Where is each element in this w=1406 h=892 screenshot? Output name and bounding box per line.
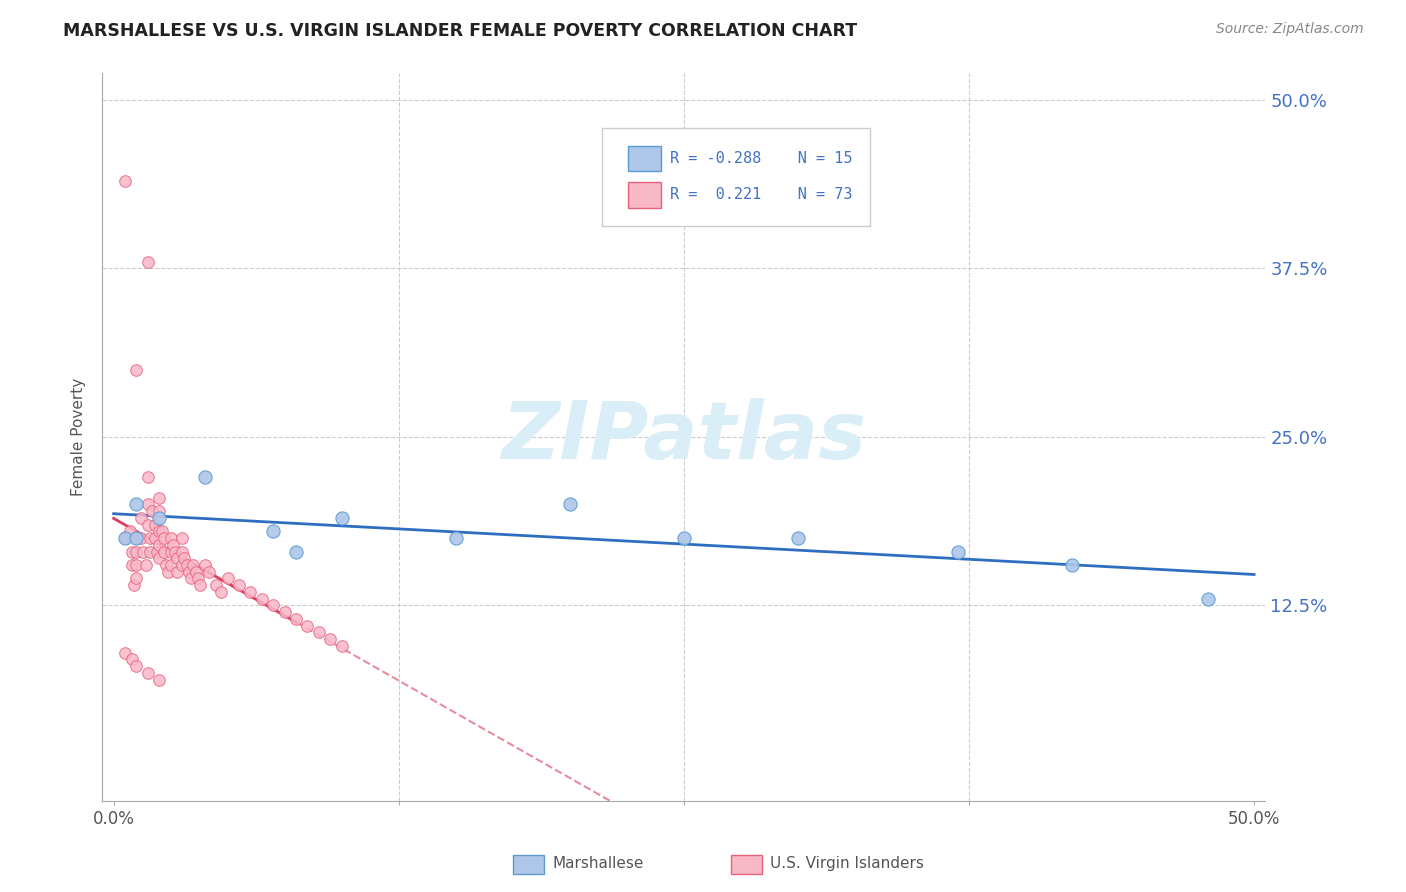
Point: [148, 538, 170, 552]
Point: [148, 511, 170, 525]
FancyBboxPatch shape: [602, 128, 870, 226]
Point: [152, 544, 174, 558]
Point: [148, 504, 170, 518]
Point: [114, 531, 136, 545]
Point: [170, 544, 193, 558]
Point: [136, 665, 159, 680]
Point: [1198, 591, 1220, 606]
Point: [152, 531, 174, 545]
Point: [285, 612, 308, 626]
Point: [285, 544, 308, 558]
Point: [262, 524, 284, 539]
Point: [136, 517, 159, 532]
Point: [166, 565, 188, 579]
Point: [143, 531, 166, 545]
Point: [125, 531, 148, 545]
Point: [166, 551, 188, 566]
Point: [148, 524, 170, 539]
FancyBboxPatch shape: [628, 145, 661, 171]
Point: [114, 174, 136, 188]
Point: [148, 673, 170, 687]
Point: [176, 558, 198, 572]
Point: [228, 578, 250, 592]
Point: [125, 497, 148, 511]
Point: [139, 531, 162, 545]
Point: [125, 362, 148, 376]
Point: [114, 646, 136, 660]
Point: [444, 531, 467, 545]
Point: [262, 599, 284, 613]
Point: [330, 639, 353, 653]
Point: [162, 538, 184, 552]
Point: [194, 470, 217, 484]
Point: [121, 652, 143, 666]
Point: [139, 544, 162, 558]
Point: [786, 531, 808, 545]
Point: [194, 558, 217, 572]
Y-axis label: Female Poverty: Female Poverty: [72, 378, 86, 496]
Point: [217, 572, 239, 586]
Point: [155, 558, 177, 572]
Point: [188, 578, 211, 592]
Point: [184, 565, 207, 579]
Point: [125, 544, 148, 558]
Point: [132, 544, 155, 558]
Text: R =  0.221    N = 73: R = 0.221 N = 73: [669, 187, 852, 202]
Point: [672, 531, 695, 545]
Point: [143, 517, 166, 532]
Point: [319, 632, 342, 647]
Point: [118, 524, 141, 539]
Point: [273, 605, 295, 619]
Point: [157, 565, 180, 579]
Text: Marshallese: Marshallese: [553, 856, 644, 871]
Point: [187, 572, 209, 586]
Point: [198, 565, 221, 579]
Point: [159, 544, 181, 558]
Point: [946, 544, 969, 558]
Point: [125, 572, 148, 586]
Point: [177, 565, 200, 579]
Point: [148, 491, 170, 505]
Text: MARSHALLESE VS U.S. VIRGIN ISLANDER FEMALE POVERTY CORRELATION CHART: MARSHALLESE VS U.S. VIRGIN ISLANDER FEMA…: [63, 22, 858, 40]
Point: [250, 591, 273, 606]
Point: [170, 558, 193, 572]
Point: [297, 618, 319, 632]
Text: ZIPatlas: ZIPatlas: [502, 398, 866, 476]
Point: [125, 531, 148, 545]
Point: [129, 511, 152, 525]
Point: [125, 558, 148, 572]
Point: [135, 558, 157, 572]
Point: [122, 578, 145, 592]
Point: [180, 572, 202, 586]
Point: [330, 511, 353, 525]
Point: [170, 531, 193, 545]
Point: [114, 531, 136, 545]
Point: [205, 578, 228, 592]
FancyBboxPatch shape: [628, 182, 661, 208]
Point: [148, 551, 170, 566]
Point: [125, 659, 148, 673]
Point: [159, 558, 181, 572]
Point: [141, 504, 163, 518]
Point: [150, 524, 173, 539]
Text: U.S. Virgin Islanders: U.S. Virgin Islanders: [770, 856, 924, 871]
Point: [239, 585, 262, 599]
Point: [209, 585, 232, 599]
Text: Source: ZipAtlas.com: Source: ZipAtlas.com: [1216, 22, 1364, 37]
Point: [146, 544, 169, 558]
Point: [121, 544, 143, 558]
Point: [129, 531, 152, 545]
Point: [308, 625, 330, 640]
Point: [558, 497, 581, 511]
Point: [136, 470, 159, 484]
Point: [121, 558, 143, 572]
Text: R = -0.288    N = 15: R = -0.288 N = 15: [669, 151, 852, 166]
Point: [136, 497, 159, 511]
Point: [159, 531, 181, 545]
Point: [165, 544, 187, 558]
Point: [1060, 558, 1083, 572]
Point: [183, 558, 205, 572]
Point: [173, 551, 195, 566]
Point: [136, 254, 159, 268]
